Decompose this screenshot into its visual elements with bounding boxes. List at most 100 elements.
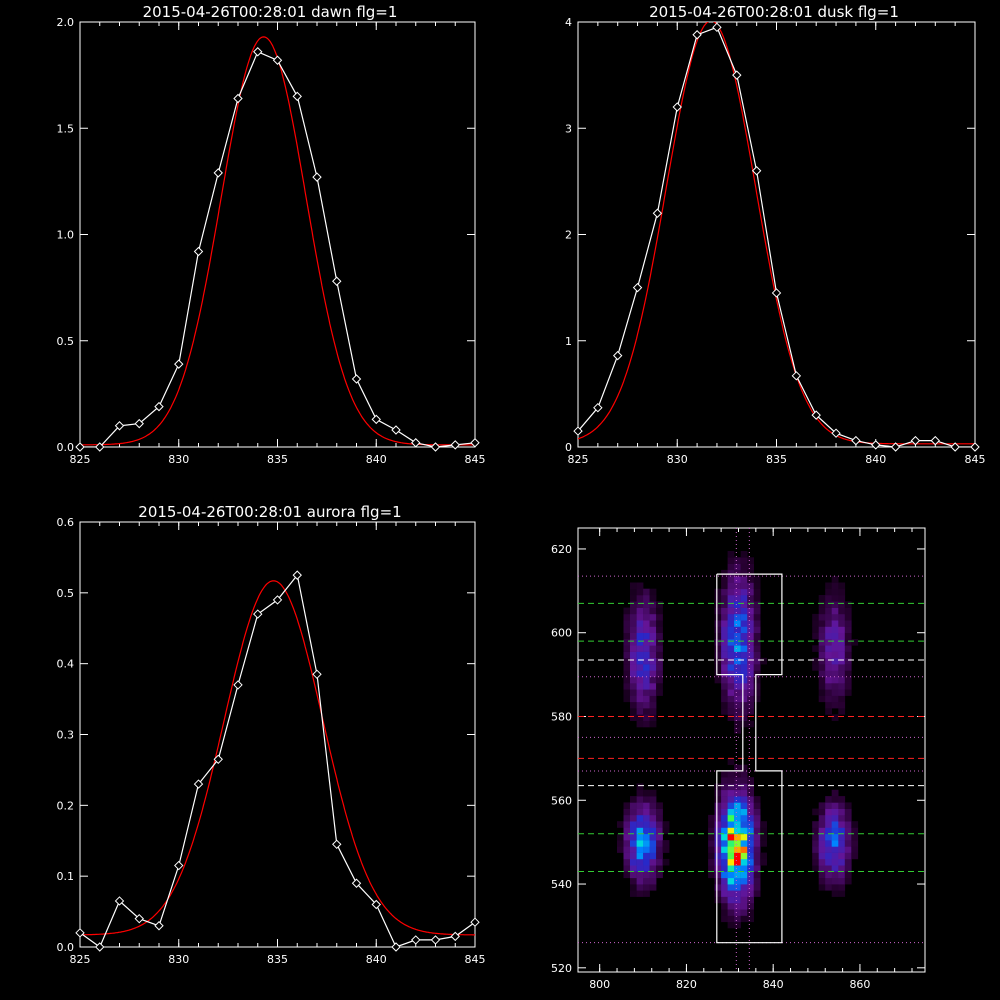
heatmap-cell: [734, 877, 741, 885]
heatmap-cell: [630, 582, 637, 590]
data-point: [351, 878, 362, 888]
heatmap-cell: [636, 632, 644, 640]
heatmap-cell: [727, 770, 735, 778]
data-point: [174, 359, 184, 369]
heatmap-cell: [643, 871, 650, 879]
heatmap-cell: [844, 651, 852, 659]
heatmap-cell: [714, 865, 722, 872]
y-tick-label: 580: [551, 710, 572, 723]
heatmap-cell: [734, 789, 741, 797]
x-tick-label: 860: [849, 978, 870, 991]
heatmap-cell: [721, 664, 728, 671]
heatmap-cell: [630, 645, 637, 652]
heatmap-cell: [727, 551, 735, 558]
data-point: [632, 282, 643, 293]
heatmap-cell: [721, 896, 728, 904]
heatmap-cell: [812, 632, 819, 640]
heatmap-cell: [812, 840, 819, 847]
heatmap-cell: [630, 865, 637, 872]
y-tick-label: 1: [565, 335, 572, 348]
heatmap-cell: [721, 833, 728, 841]
heatmap-cell: [825, 827, 832, 835]
heatmap-cell: [623, 664, 631, 671]
heatmap-cell: [740, 777, 748, 784]
heatmap-cell: [747, 689, 754, 696]
heatmap-cell: [747, 915, 754, 923]
heatmap-cell: [721, 708, 728, 715]
heatmap-cell: [740, 576, 748, 583]
heatmap-cell: [649, 802, 657, 809]
x-tick-label: 845: [965, 453, 986, 466]
heatmap-cell: [636, 802, 644, 809]
data-point: [771, 288, 782, 298]
heatmap-cell: [747, 708, 754, 715]
heatmap-cell: [844, 626, 852, 633]
heatmap-cell: [623, 645, 631, 652]
heatmap-cell: [656, 802, 663, 809]
heatmap-cell: [649, 852, 657, 860]
heatmap-cell: [740, 639, 748, 646]
heatmap-cell: [734, 727, 741, 734]
heatmap-cell: [721, 902, 728, 910]
heatmap-cell: [818, 833, 826, 841]
heatmap-cell: [656, 613, 663, 621]
heatmap-cell: [649, 833, 657, 841]
heatmap-cell: [721, 783, 728, 791]
heatmap-cell: [825, 833, 832, 841]
dawn-panel: 2015-04-26T00:28:01 dawn flg=1 825 830 835…: [57, 3, 486, 466]
heatmap-cell: [656, 601, 663, 608]
heatmap-cell: [740, 714, 748, 721]
heatmap-cell: [831, 620, 839, 627]
heatmap-cell: [727, 607, 735, 615]
heatmap-cell: [721, 814, 728, 822]
heatmap-cell: [727, 865, 735, 872]
heatmap-cell: [753, 632, 761, 640]
heatmap-cell: [753, 802, 761, 809]
heatmap-cell: [734, 689, 741, 696]
heatmap-cell: [753, 858, 761, 866]
heatmap-cell: [656, 626, 663, 633]
x-tick-label: 845: [465, 453, 486, 466]
heatmap-cell: [740, 601, 748, 608]
data-point: [75, 928, 85, 938]
heatmap-cell: [636, 884, 644, 891]
heatmap-cell: [656, 808, 663, 816]
data-point: [950, 442, 960, 452]
heatmap-cell: [727, 802, 735, 809]
x-tick-label: 835: [766, 453, 787, 466]
heatmap-cell: [838, 620, 846, 627]
data-point: [732, 70, 742, 80]
heatmap-cell: [747, 890, 754, 897]
heatmap-cell: [623, 613, 631, 621]
heatmap-cell: [643, 588, 650, 596]
heatmap-cell: [649, 808, 657, 816]
data-point: [332, 839, 342, 849]
data-line: [578, 26, 975, 447]
heatmap-cell: [643, 657, 650, 665]
data-point: [272, 55, 283, 65]
heatmap-cell: [753, 884, 761, 891]
heatmap-cell: [636, 865, 644, 872]
heatmap-cell: [812, 833, 819, 841]
heatmap-cell: [727, 657, 735, 665]
heatmap-cell: [649, 877, 657, 885]
heatmap-cell: [740, 582, 748, 590]
heatmap-cell: [727, 563, 735, 571]
heatmap-cell: [818, 683, 826, 690]
heatmap-cell: [662, 827, 670, 835]
heatmap-cell: [636, 607, 644, 615]
heatmap-cell: [727, 557, 735, 564]
heatmap-cell: [721, 890, 728, 897]
heatmap-cell: [630, 695, 637, 703]
heatmap-cell: [734, 695, 741, 703]
data-point: [95, 942, 105, 952]
data-point: [95, 442, 105, 452]
heatmap-cell: [643, 808, 650, 816]
heatmap-cell: [838, 827, 846, 835]
heatmap-cell: [753, 814, 761, 822]
data-point: [430, 935, 441, 945]
heatmap-cell: [623, 802, 631, 809]
heatmap-cell: [721, 676, 728, 684]
heatmap-cell: [649, 588, 657, 596]
heatmap-cell: [656, 645, 663, 652]
